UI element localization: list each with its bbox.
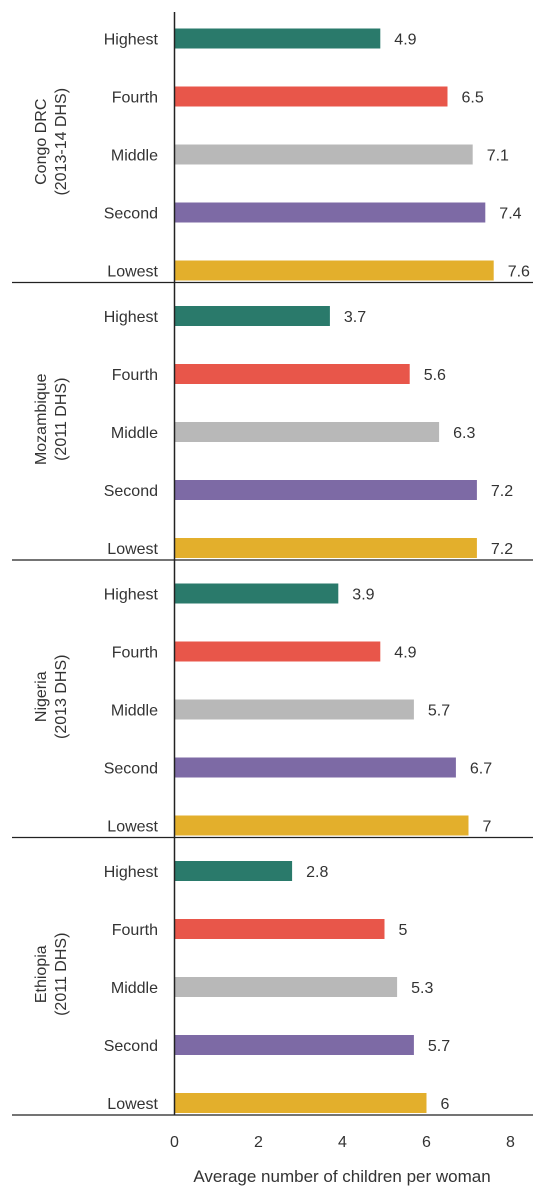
bar xyxy=(174,699,414,720)
bar xyxy=(174,306,330,326)
data-label: 7.2 xyxy=(491,483,513,500)
data-label: 2.8 xyxy=(306,864,328,881)
data-label: 6 xyxy=(441,1096,450,1113)
x-tick-label: 0 xyxy=(170,1134,179,1151)
category-label: Highest xyxy=(104,587,159,604)
data-label: 5.7 xyxy=(428,1038,450,1055)
data-label: 5.3 xyxy=(411,980,433,997)
bar xyxy=(174,144,473,165)
data-label: 3.9 xyxy=(352,587,374,604)
group-label-country: Congo DRC xyxy=(33,99,50,185)
bar xyxy=(174,1093,427,1113)
data-label: 6.5 xyxy=(462,90,484,107)
category-label: Fourth xyxy=(112,367,158,384)
x-tick-label: 6 xyxy=(422,1134,431,1151)
data-label: 7.6 xyxy=(508,264,530,281)
category-label: Second xyxy=(104,1038,158,1055)
bar xyxy=(174,538,477,558)
group-label: Mozambique (2011 DHS) xyxy=(33,373,70,465)
category-label: Fourth xyxy=(112,90,158,107)
data-label: 7.4 xyxy=(499,206,521,223)
group-label-survey: (2013-14 DHS) xyxy=(53,88,70,196)
category-label: Second xyxy=(104,206,158,223)
group-label: Nigeria (2013 DHS) xyxy=(33,655,70,739)
category-label: Highest xyxy=(104,32,159,49)
data-label: 7.2 xyxy=(491,541,513,558)
x-tick-label: 8 xyxy=(506,1134,515,1151)
data-label: 5 xyxy=(399,922,408,939)
x-axis-label: Average number of children per woman xyxy=(193,1167,490,1186)
category-label: Middle xyxy=(111,425,158,442)
bar xyxy=(174,641,381,662)
data-label: 6.3 xyxy=(453,425,475,442)
data-label: 5.7 xyxy=(428,703,450,720)
x-tick-label: 2 xyxy=(254,1134,263,1151)
group-label: Congo DRC (2013-14 DHS) xyxy=(33,88,70,196)
data-label: 3.7 xyxy=(344,309,366,326)
category-label: Middle xyxy=(111,980,158,997)
bar xyxy=(174,583,339,604)
data-label: 4.9 xyxy=(394,32,416,49)
category-label: Lowest xyxy=(107,541,158,558)
bar xyxy=(174,28,381,49)
bar xyxy=(174,202,486,223)
group-label-country: Mozambique xyxy=(33,373,50,465)
category-label: Lowest xyxy=(107,1096,158,1113)
data-label: 6.7 xyxy=(470,761,492,778)
category-label: Highest xyxy=(104,309,159,326)
category-label: Highest xyxy=(104,864,159,881)
data-label: 7.1 xyxy=(487,148,509,165)
bar xyxy=(174,977,398,997)
bar xyxy=(174,919,385,939)
category-label: Second xyxy=(104,761,158,778)
bar xyxy=(174,422,440,442)
group-label-survey: (2011 DHS) xyxy=(53,378,70,461)
category-label: Middle xyxy=(111,703,158,720)
category-label: Middle xyxy=(111,148,158,165)
bar xyxy=(174,86,448,107)
category-label: Lowest xyxy=(107,819,158,836)
category-label: Second xyxy=(104,483,158,500)
category-label: Fourth xyxy=(112,645,158,662)
group-label-country: Ethiopia xyxy=(33,945,50,1003)
bar xyxy=(174,1035,414,1055)
bar xyxy=(174,815,469,836)
group-label: Ethiopia (2011 DHS) xyxy=(33,933,70,1016)
bar xyxy=(174,364,410,384)
data-label: 4.9 xyxy=(394,645,416,662)
x-tick-label: 4 xyxy=(338,1134,347,1151)
bar xyxy=(174,861,293,881)
bar xyxy=(174,480,477,500)
group-label-survey: (2011 DHS) xyxy=(53,933,70,1016)
category-label: Lowest xyxy=(107,264,158,281)
plot-area: Highest 4.9 Fourth 6.5 Middle 7.1 Second 7.4 Low… xyxy=(12,12,533,1151)
group-label-survey: (2013 DHS) xyxy=(53,655,70,739)
data-label: 7 xyxy=(483,819,492,836)
category-label: Fourth xyxy=(112,922,158,939)
bar xyxy=(174,757,456,778)
data-label: 5.6 xyxy=(424,367,446,384)
group-label-country: Nigeria xyxy=(33,671,50,722)
bar xyxy=(174,260,494,281)
